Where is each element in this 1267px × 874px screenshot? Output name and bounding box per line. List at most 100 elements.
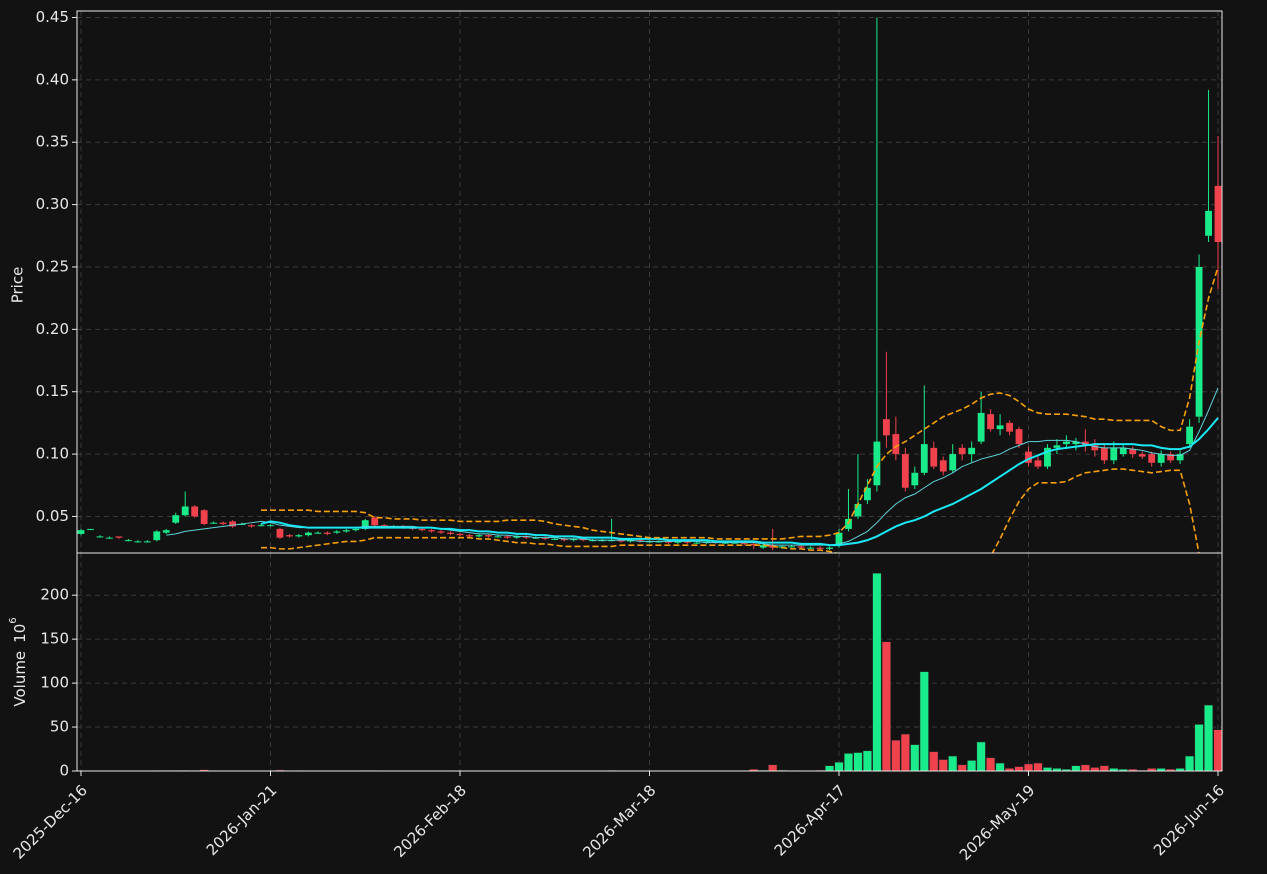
candle-body — [816, 547, 824, 549]
volume-bar — [967, 760, 977, 771]
volume-bar — [768, 764, 778, 771]
volume-bar — [986, 757, 996, 771]
candle-body — [1006, 422, 1013, 432]
candle-body — [1110, 447, 1118, 461]
candle-body — [845, 518, 852, 529]
candle-body — [143, 541, 151, 543]
candle-body — [826, 547, 833, 549]
volume-bar — [938, 759, 948, 771]
y-tick-label: 150 — [40, 630, 69, 648]
candle-body — [627, 540, 634, 542]
candle-body — [617, 540, 625, 542]
volume-bar — [910, 744, 920, 771]
candle-body — [579, 538, 587, 541]
candle-body — [115, 536, 123, 538]
y-tick-label: 0.10 — [36, 445, 69, 463]
candle-body — [513, 536, 521, 538]
candle-body — [96, 536, 104, 538]
candle-body — [380, 525, 388, 527]
candle-body — [229, 521, 236, 527]
candle-body — [598, 540, 606, 542]
candle-body — [665, 541, 672, 543]
candle-body — [1119, 447, 1127, 455]
volume-frame — [76, 552, 1223, 772]
volume-bar — [1156, 768, 1166, 771]
volume-bar — [853, 752, 863, 771]
candle-body — [882, 419, 890, 436]
candle-body — [210, 522, 218, 524]
volume-bar — [1175, 768, 1185, 771]
candle-body — [503, 536, 511, 538]
candle-body — [314, 532, 322, 534]
candle-body — [77, 530, 85, 534]
volume-bar — [957, 764, 967, 771]
volume-bar — [872, 572, 882, 771]
candle-body — [153, 531, 161, 541]
candle-body — [949, 454, 957, 471]
candle-body — [323, 532, 331, 534]
candle-body — [608, 540, 616, 542]
indicator-line — [260, 417, 1219, 547]
candle-body — [901, 454, 909, 488]
candle-body — [968, 447, 976, 455]
y-tick-label: 0.15 — [36, 382, 69, 400]
volume-bar — [1061, 768, 1071, 771]
candle-body — [702, 541, 710, 543]
price-axis-label: Price — [9, 267, 27, 304]
volume-bar — [749, 768, 759, 771]
candle-body — [105, 537, 113, 539]
candle-body — [1044, 447, 1051, 467]
candle-body — [551, 538, 559, 540]
candle-body — [304, 532, 312, 536]
candle-body — [570, 538, 578, 541]
candle-body — [797, 546, 805, 548]
volume-bar — [881, 641, 891, 771]
volume-bar — [1194, 724, 1204, 771]
candle-body — [437, 531, 445, 533]
indicator-line — [261, 266, 1219, 540]
volume-bar — [995, 762, 1005, 771]
candle-body — [807, 547, 814, 549]
volume-bar — [1014, 766, 1024, 771]
y-tick-label: 200 — [40, 586, 69, 604]
volume-bar — [275, 769, 285, 771]
candle-body — [1157, 454, 1165, 463]
candle-body — [522, 536, 530, 538]
candle-body — [466, 535, 473, 537]
candle-body — [750, 543, 758, 546]
volume-bar — [1166, 768, 1176, 771]
candle-body — [1015, 429, 1023, 445]
volume-bar — [1204, 704, 1214, 771]
candle-body — [911, 472, 919, 486]
volume-bar — [929, 751, 939, 771]
candle-body — [172, 515, 180, 523]
candle-body — [930, 447, 938, 467]
offset-base: 10 — [11, 624, 29, 643]
volume-bar — [976, 741, 986, 771]
candle-body — [674, 541, 682, 543]
candle-body — [1091, 445, 1099, 451]
candle-body — [1025, 451, 1032, 463]
volume-bar — [1118, 768, 1128, 771]
candle-body — [418, 528, 426, 531]
candle-body — [740, 542, 748, 544]
candle-body — [191, 506, 199, 517]
candle-body — [428, 530, 435, 532]
candle-body — [361, 520, 369, 529]
candle-body — [494, 536, 502, 538]
candle-body — [987, 414, 995, 430]
candle-body — [636, 540, 644, 542]
volume-bar — [1099, 765, 1109, 771]
volume-bar — [1090, 767, 1100, 771]
candle-body — [134, 541, 142, 543]
offset-exponent: 6 — [8, 617, 19, 623]
y-tick-label: 0.40 — [36, 70, 69, 88]
volume-bar — [1052, 768, 1062, 771]
candle-body — [560, 538, 568, 541]
candle-body — [342, 530, 350, 532]
candle-body — [1167, 454, 1175, 461]
candle-body — [864, 487, 871, 501]
candle-body — [1129, 449, 1137, 455]
candle-body — [835, 532, 843, 546]
